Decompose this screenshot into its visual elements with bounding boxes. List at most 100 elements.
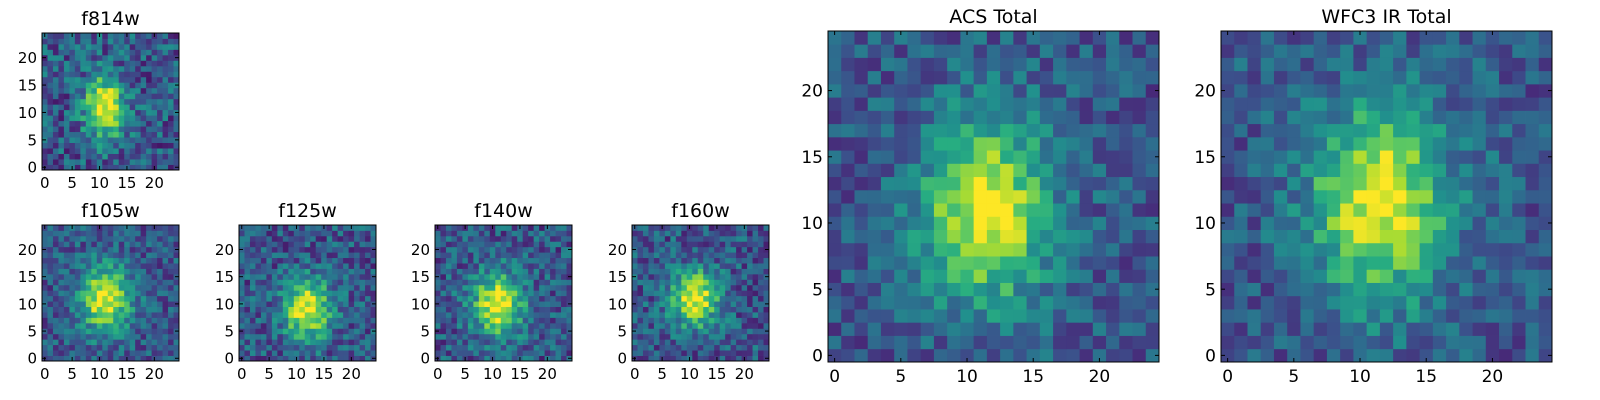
heatmap-cell bbox=[1066, 150, 1080, 164]
heatmap-cell bbox=[52, 306, 59, 313]
heatmap-cell bbox=[157, 241, 163, 248]
heatmap-cell bbox=[1379, 110, 1394, 125]
heatmap-cell bbox=[456, 252, 463, 259]
heatmap-cell bbox=[1512, 70, 1526, 85]
heatmap-cell bbox=[462, 263, 469, 269]
heatmap-cell bbox=[539, 317, 545, 324]
heatmap-cell bbox=[719, 273, 726, 280]
heatmap-cell bbox=[42, 344, 48, 351]
heatmap-cell bbox=[445, 252, 452, 259]
heatmap-cell bbox=[96, 159, 103, 165]
heatmap-cell bbox=[1472, 335, 1487, 350]
heatmap-cell bbox=[370, 312, 377, 318]
heatmap-cell bbox=[478, 333, 485, 340]
heatmap-cell bbox=[118, 104, 125, 111]
heatmap-cell bbox=[467, 344, 474, 351]
heatmap-cell bbox=[637, 241, 644, 248]
heatmap-cell bbox=[271, 333, 278, 340]
heatmap-cell bbox=[135, 148, 142, 154]
heatmap-cell bbox=[151, 82, 158, 89]
heatmap-cell bbox=[456, 230, 463, 237]
heatmap-cell bbox=[907, 31, 922, 45]
heatmap-cell bbox=[1145, 309, 1160, 323]
heatmap-cell bbox=[489, 333, 496, 340]
heatmap-cell bbox=[758, 306, 764, 313]
heatmap-cell bbox=[42, 333, 48, 340]
heatmap-cell bbox=[1092, 31, 1107, 45]
x-tick-label: 0 bbox=[237, 365, 247, 383]
heatmap-cell bbox=[1432, 256, 1447, 270]
heatmap-cell bbox=[326, 317, 333, 324]
heatmap-cell bbox=[365, 284, 371, 291]
heatmap-cell bbox=[561, 235, 567, 242]
heatmap-cell bbox=[920, 335, 935, 350]
heatmap-cell bbox=[506, 312, 513, 318]
heatmap-cell bbox=[1079, 256, 1094, 270]
heatmap-cell bbox=[1145, 295, 1160, 310]
heatmap-cell bbox=[162, 328, 169, 335]
heatmap-cell bbox=[1366, 31, 1381, 45]
heatmap-cell bbox=[730, 295, 737, 302]
heatmap-cell bbox=[544, 235, 551, 242]
heatmap-cell bbox=[239, 252, 245, 259]
heatmap-cell bbox=[1119, 242, 1133, 257]
heatmap-cell bbox=[1499, 150, 1513, 164]
heatmap-cell bbox=[828, 189, 842, 204]
heatmap-cell bbox=[451, 279, 458, 286]
heatmap-cell bbox=[288, 339, 295, 346]
heatmap-cell bbox=[58, 142, 65, 149]
heatmap-cell bbox=[1026, 57, 1041, 72]
heatmap-cell bbox=[920, 282, 935, 297]
heatmap-cell bbox=[544, 328, 551, 335]
x-tick-label: 20 bbox=[538, 365, 557, 383]
heatmap-cell bbox=[1459, 295, 1473, 310]
heatmap-cell bbox=[91, 263, 98, 269]
heatmap-cell bbox=[440, 317, 447, 324]
heatmap-cell bbox=[1366, 70, 1381, 85]
heatmap-cell bbox=[162, 355, 169, 362]
heatmap-cell bbox=[173, 104, 180, 111]
heatmap-cell bbox=[539, 344, 545, 351]
heatmap-cell bbox=[1326, 348, 1341, 363]
heatmap-cell bbox=[69, 142, 76, 149]
heatmap-cell bbox=[1538, 136, 1553, 151]
heatmap-cell bbox=[124, 263, 131, 269]
heatmap-cell bbox=[907, 176, 922, 191]
heatmap-cell bbox=[758, 328, 764, 335]
heatmap-cell bbox=[85, 252, 92, 259]
heatmap-cell bbox=[146, 142, 152, 149]
heatmap-cell bbox=[337, 273, 344, 280]
y-tick-label: 0 bbox=[224, 350, 234, 368]
heatmap-cell bbox=[550, 301, 556, 307]
heatmap-cell bbox=[74, 284, 81, 291]
heatmap-cell bbox=[96, 131, 103, 138]
heatmap-cell bbox=[1472, 282, 1487, 297]
heatmap-cell bbox=[1459, 335, 1473, 350]
y-tick-label: 0 bbox=[27, 350, 37, 368]
heatmap-cell bbox=[1300, 44, 1315, 58]
heatmap-cell bbox=[1106, 150, 1120, 164]
heatmap-cell bbox=[293, 241, 300, 248]
heatmap-cell bbox=[129, 230, 136, 237]
heatmap-cell bbox=[63, 279, 70, 286]
heatmap-cell bbox=[63, 76, 70, 83]
heatmap-cell bbox=[1353, 216, 1368, 230]
heatmap-cell bbox=[648, 295, 655, 302]
heatmap-cell bbox=[1247, 203, 1262, 217]
heatmap-cell bbox=[451, 225, 458, 231]
heatmap-cell bbox=[239, 306, 245, 313]
heatmap-cell bbox=[1340, 31, 1354, 45]
heatmap-cell bbox=[266, 230, 273, 237]
heatmap-cell bbox=[1092, 163, 1107, 178]
heatmap-cell bbox=[555, 350, 562, 356]
heatmap-cell bbox=[1313, 348, 1328, 363]
heatmap-cell bbox=[440, 355, 447, 362]
heatmap-cell bbox=[129, 159, 136, 165]
heatmap-cell bbox=[315, 306, 322, 313]
heatmap-cell bbox=[730, 284, 737, 291]
heatmap-cell bbox=[124, 306, 131, 313]
heatmap-cell bbox=[894, 83, 908, 98]
heatmap-cell bbox=[1013, 97, 1027, 111]
heatmap-cell bbox=[315, 333, 322, 340]
